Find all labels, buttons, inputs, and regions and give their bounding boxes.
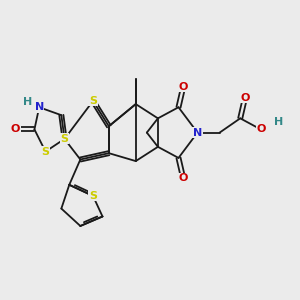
- Text: O: O: [240, 93, 250, 103]
- Text: H: H: [22, 97, 32, 106]
- Text: N: N: [34, 102, 44, 112]
- Text: N: N: [193, 128, 202, 138]
- Text: S: S: [89, 96, 97, 106]
- Text: S: S: [89, 191, 97, 201]
- Text: O: O: [178, 173, 188, 184]
- Text: H: H: [274, 116, 283, 127]
- Text: O: O: [11, 124, 20, 134]
- Text: O: O: [256, 124, 266, 134]
- Text: S: S: [41, 147, 50, 157]
- Text: O: O: [178, 82, 188, 92]
- Text: S: S: [61, 134, 68, 144]
